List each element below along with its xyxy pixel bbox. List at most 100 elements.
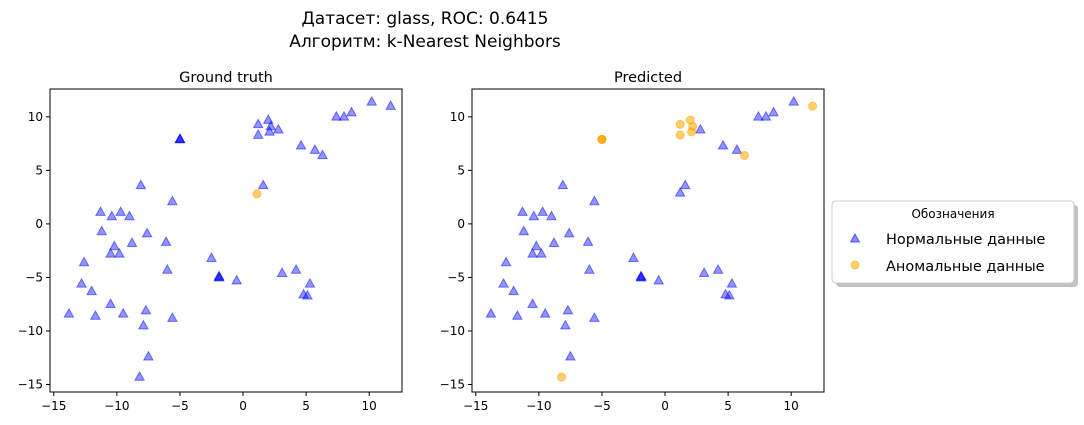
normal-point: [124, 210, 135, 221]
normal-point: [117, 307, 129, 318]
anomaly-point: [687, 127, 697, 137]
y-tick-label: 0: [457, 217, 465, 231]
legend-title: Обозначения: [911, 207, 994, 221]
legend-anomaly-marker: [850, 260, 860, 270]
normal-point: [276, 267, 288, 277]
predicted-series-normal: [485, 95, 800, 361]
legend-normal-marker: [849, 232, 861, 243]
normal-point: [726, 277, 738, 288]
normal-point: [537, 206, 549, 216]
y-tick-label: −15: [18, 378, 43, 392]
anomaly-point: [675, 130, 685, 140]
normal-point: [563, 227, 575, 238]
predicted-series-anomaly: [557, 101, 818, 382]
y-tick-label: −5: [25, 270, 43, 284]
normal-point: [126, 237, 138, 247]
normal-point: [290, 263, 302, 274]
normal-point: [301, 289, 313, 300]
x-tick-label: −5: [593, 399, 611, 413]
y-tick-label: −15: [440, 378, 465, 392]
normal-point: [272, 123, 284, 134]
normal-point: [89, 309, 101, 320]
normal-point: [366, 95, 378, 106]
normal-point: [295, 139, 307, 150]
y-tick-label: 0: [35, 217, 43, 231]
y-tick-label: −10: [18, 324, 43, 338]
normal-point: [346, 106, 357, 117]
anomaly-point: [808, 101, 818, 111]
normal-point: [731, 143, 743, 154]
normal-point: [140, 304, 152, 315]
normal-point: [768, 106, 779, 117]
legend-normal-label: Нормальные данные: [886, 232, 1045, 248]
normal-point: [115, 206, 127, 216]
normal-point: [635, 271, 647, 282]
ground-truth-plot: Ground truth −15 −10 −5 0 5 10 −15 −10 −5 0 5 10: [18, 70, 403, 413]
normal-point: [557, 179, 569, 190]
x-tick-label: −15: [41, 399, 66, 413]
normal-point: [161, 263, 173, 274]
normal-point: [213, 271, 225, 282]
normal-point: [498, 277, 509, 288]
normal-point: [535, 247, 547, 258]
anomaly-point: [740, 150, 750, 160]
normal-point: [113, 247, 125, 258]
normal-point: [135, 179, 147, 190]
x-tick-label: 0: [239, 399, 247, 413]
normal-point: [304, 277, 316, 288]
normal-point: [508, 285, 520, 296]
normal-point: [309, 143, 321, 154]
anomaly-point: [675, 119, 685, 129]
normal-point: [562, 304, 574, 315]
normal-point: [511, 309, 523, 320]
x-tick-label: 10: [362, 399, 377, 413]
normal-point: [517, 206, 528, 216]
normal-point: [752, 110, 764, 121]
normal-point: [583, 263, 595, 274]
normal-point: [518, 225, 530, 236]
normal-point: [231, 274, 243, 285]
normal-point: [582, 236, 594, 246]
ground-truth-series-anomaly: [252, 189, 262, 199]
normal-point: [564, 350, 576, 361]
x-tick-label: −5: [171, 399, 189, 413]
y-tick-label: 5: [35, 163, 43, 177]
normal-point: [106, 210, 118, 221]
normal-point: [338, 110, 350, 121]
normal-point: [76, 277, 87, 288]
normal-point: [160, 236, 172, 246]
normal-point: [500, 256, 512, 267]
normal-point: [385, 100, 397, 110]
normal-point: [694, 123, 706, 134]
x-tick-label: 5: [724, 399, 732, 413]
legend: Обозначения Нормальные данные Аномальные…: [831, 200, 1078, 287]
normal-point: [527, 247, 539, 258]
normal-point: [712, 263, 724, 274]
normal-point: [559, 319, 571, 330]
anomaly-point: [252, 189, 262, 199]
x-tick-label: −15: [463, 399, 488, 413]
normal-point: [166, 195, 178, 206]
y-tick-label: 10: [28, 110, 43, 124]
normal-point: [723, 289, 735, 300]
normal-point: [134, 370, 146, 381]
anomaly-point: [557, 372, 567, 382]
normal-point: [206, 252, 217, 262]
y-tick-label: −5: [447, 270, 465, 284]
normal-point: [653, 274, 665, 285]
normal-point: [679, 179, 691, 190]
normal-point: [330, 110, 342, 121]
legend-anomaly-label: Аномальные данные: [886, 259, 1045, 275]
normal-point: [485, 307, 497, 318]
normal-point: [588, 195, 600, 206]
normal-point: [142, 350, 154, 361]
normal-point: [95, 206, 106, 216]
normal-point: [78, 256, 90, 267]
normal-point: [96, 225, 108, 236]
normal-point: [252, 118, 264, 129]
normal-point: [264, 125, 275, 136]
normal-point: [548, 237, 560, 247]
normal-point: [63, 307, 75, 318]
normal-point: [141, 227, 153, 238]
